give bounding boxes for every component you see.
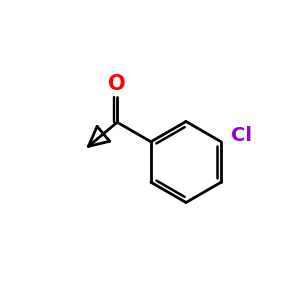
Text: O: O xyxy=(108,74,126,94)
Text: Cl: Cl xyxy=(232,126,253,145)
